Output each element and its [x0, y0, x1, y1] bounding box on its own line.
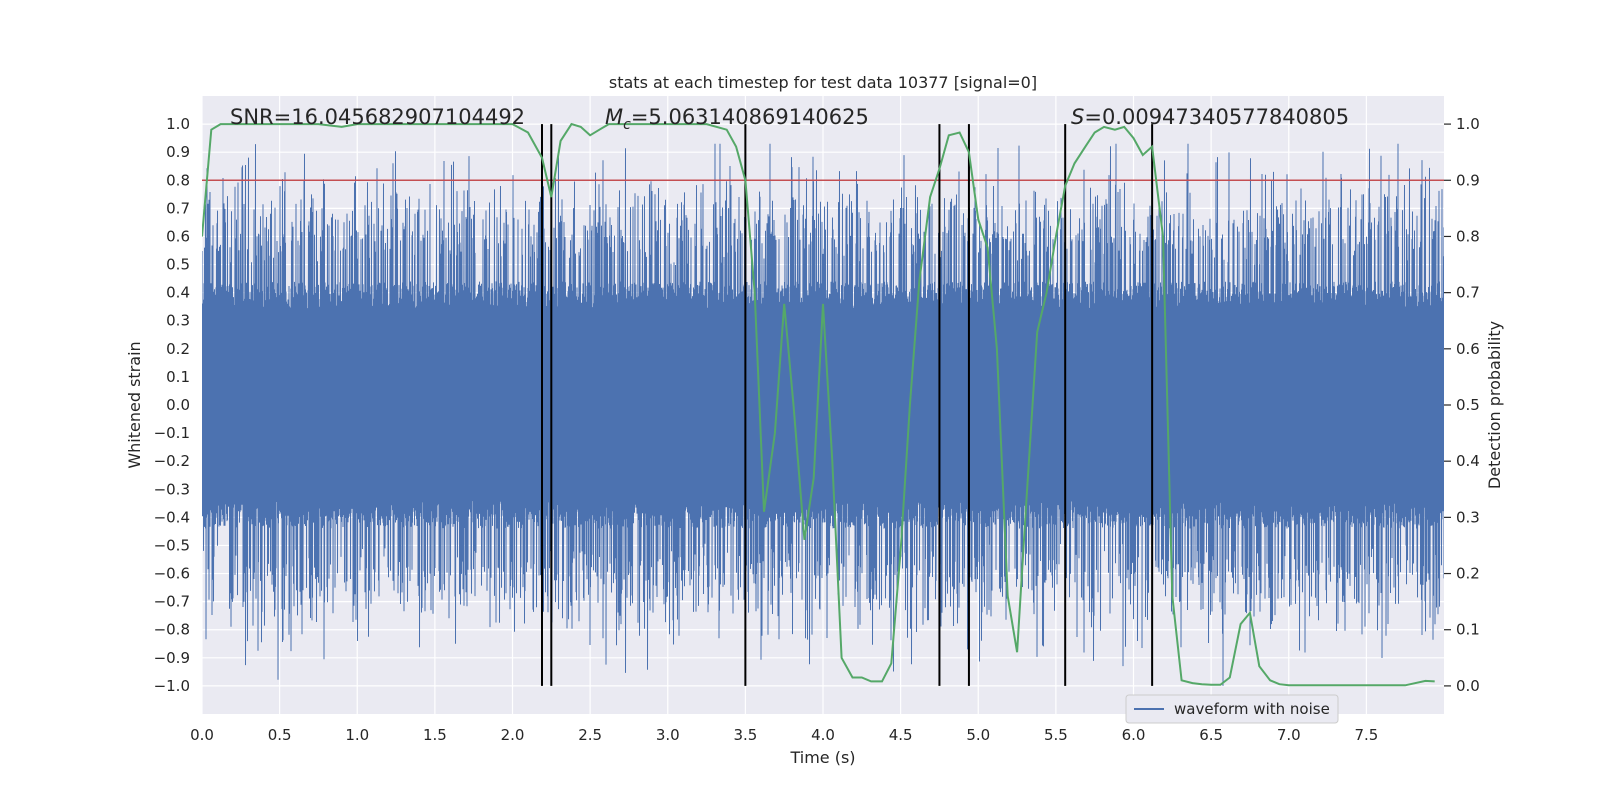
y-right-tick-label: 0.3 — [1456, 508, 1480, 526]
y-right-tick-label: 0.6 — [1456, 340, 1480, 358]
y-right-tick-label: 1.0 — [1456, 115, 1480, 133]
y-left-tick-label: −0.7 — [154, 593, 190, 611]
x-tick-label: 7.5 — [1354, 726, 1378, 744]
y-left-tick-label: −0.2 — [154, 452, 190, 470]
x-tick-label: 5.0 — [966, 726, 990, 744]
y-left-tick-label: 0.2 — [166, 340, 190, 358]
y-left-tick-label: 0.1 — [166, 368, 190, 386]
chart-title: stats at each timestep for test data 103… — [609, 73, 1037, 92]
legend-box — [1125, 694, 1339, 724]
s-value: =0.00947340577840805 — [1084, 105, 1349, 129]
x-tick-label: 1.5 — [423, 726, 447, 744]
vertical-markers — [540, 124, 1154, 686]
y-left-tick-label: −0.5 — [154, 536, 190, 554]
x-axis-label: Time (s) — [789, 748, 855, 767]
y-right-axis-label: Detection probability — [1485, 321, 1504, 489]
y-left-tick-label: 1.0 — [166, 115, 190, 133]
x-tick-label: 2.0 — [501, 726, 525, 744]
y-right-tick-label: 0.1 — [1456, 621, 1480, 639]
x-tick-label: 4.5 — [889, 726, 913, 744]
s-symbol: S — [1071, 105, 1084, 129]
x-tick-label: 4.0 — [811, 726, 835, 744]
chirp-mass-subscript: c — [623, 117, 631, 133]
chirp-mass-annotation: Mc=5.063140869140625 — [605, 105, 869, 133]
x-tick-label: 6.5 — [1199, 726, 1223, 744]
y-left-tick-label: −0.3 — [154, 480, 190, 498]
y-left-tick-label: 0.5 — [166, 256, 190, 274]
y-right-tick-label: 0.9 — [1456, 171, 1480, 189]
x-tick-label: 5.5 — [1044, 726, 1068, 744]
legend: waveform with noise — [1125, 694, 1339, 724]
snr-annotation: SNR=16.045682907104492 — [230, 105, 525, 129]
y-left-tick-label: −0.6 — [154, 565, 190, 583]
x-tick-label: 1.0 — [345, 726, 369, 744]
y-right-tick-label: 0.5 — [1456, 396, 1480, 414]
chirp-mass-symbol: M — [605, 105, 623, 129]
x-axis-ticks: 0.0 0.5 1.0 1.5 2.0 2.5 3.0 3.5 4.0 4.5 5.0 5.5 6.0 6… — [190, 726, 1378, 744]
waveform-series-line — [202, 143, 1444, 686]
s-annotation: S=0.00947340577840805 — [1071, 105, 1349, 129]
y-right-tick-label: 0.7 — [1456, 284, 1480, 302]
probability-series-line — [202, 122, 1435, 687]
y-left-tick-label: −0.1 — [154, 424, 190, 442]
chirp-mass-value: =5.063140869140625 — [631, 105, 869, 129]
y-left-tick-label: 0.3 — [166, 312, 190, 330]
x-tick-label: 6.0 — [1122, 726, 1146, 744]
y-left-tick-label: 0.6 — [166, 227, 190, 245]
x-tick-label: 2.5 — [578, 726, 602, 744]
y-left-tick-label: 0.4 — [166, 284, 190, 302]
x-tick-label: 3.5 — [733, 726, 757, 744]
x-tick-label: 3.0 — [656, 726, 680, 744]
x-tick-label: 0.0 — [190, 726, 214, 744]
y-left-tick-label: −0.4 — [154, 508, 190, 526]
y-right-axis-ticks: 1.0 0.9 0.8 0.7 0.6 0.5 0.4 0.3 0.2 0.1 0.0 — [1444, 115, 1480, 695]
y-right-tick-label: 0.0 — [1456, 677, 1480, 695]
y-right-tick-label: 0.4 — [1456, 452, 1480, 470]
y-right-tick-label: 0.8 — [1456, 227, 1480, 245]
y-right-tick-label: 0.2 — [1456, 565, 1480, 583]
y-left-tick-label: 0.8 — [166, 171, 190, 189]
y-left-axis-label: Whitened strain — [125, 341, 144, 468]
y-left-tick-label: −1.0 — [154, 677, 190, 695]
data-layer — [202, 122, 1444, 687]
y-left-tick-label: 0.9 — [166, 143, 190, 161]
y-left-tick-label: −0.8 — [154, 621, 190, 639]
y-left-axis-ticks: 1.0 0.9 0.8 0.7 0.6 0.5 0.4 0.3 0.2 0.1 0.0 −0.1 −0.… — [154, 115, 190, 695]
y-left-tick-label: 0.0 — [166, 396, 190, 414]
y-left-tick-label: −0.9 — [154, 649, 190, 667]
y-left-tick-label: 0.7 — [166, 199, 190, 217]
x-tick-label: 7.0 — [1277, 726, 1301, 744]
x-tick-label: 0.5 — [268, 726, 292, 744]
legend-label-waveform: waveform with noise — [1174, 700, 1330, 718]
